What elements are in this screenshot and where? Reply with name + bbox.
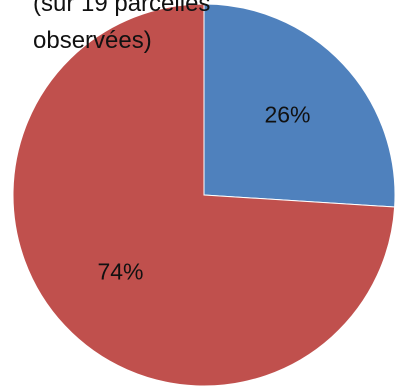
pie-slice-label-2: 74% (97, 258, 143, 284)
pie-slice-labels: 26% 74% (97, 102, 310, 285)
chart-title-line-1: (sur 19 parcelles (33, 0, 210, 17)
pie-slice-1 (203, 3, 395, 208)
chart-title: (sur 19 parcelles observées) (33, 0, 210, 54)
pie-slice-2 (12, 3, 395, 386)
chart-title-line-2: observées) (33, 27, 152, 54)
pie-slices (12, 3, 395, 386)
pie-slice-label-1: 26% (264, 102, 310, 128)
